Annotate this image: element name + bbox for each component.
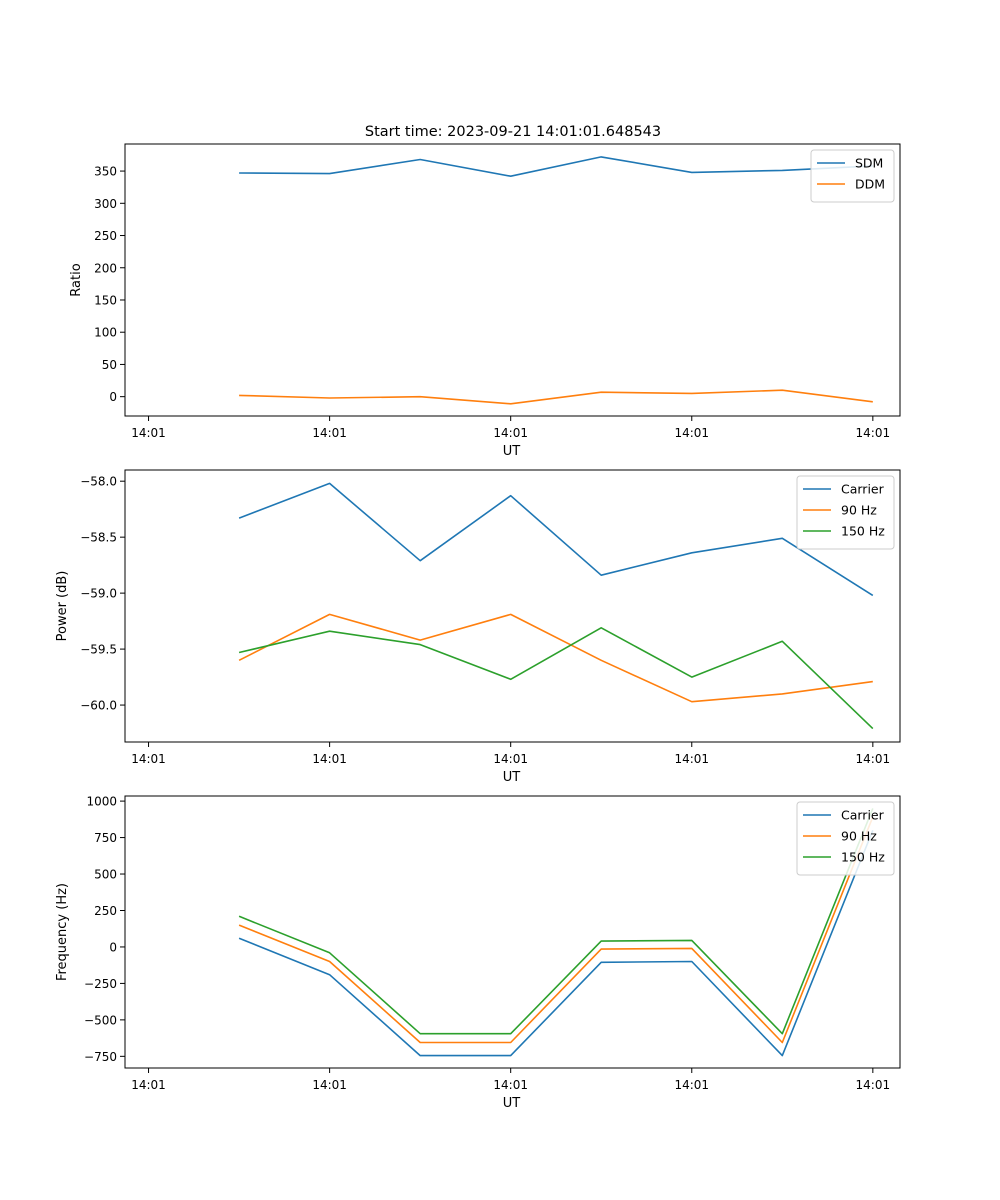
y-tick-label: 250 (94, 904, 117, 918)
series-line-carrier (238, 830, 874, 1057)
y-tick-label: 1000 (86, 795, 117, 809)
y-axis-label: Ratio (69, 263, 84, 296)
x-tick-label: 14:01 (131, 1078, 166, 1092)
y-tick-label: −750 (84, 1050, 117, 1064)
x-tick-label: 14:01 (493, 1078, 528, 1092)
chart-panels: 14:0114:0114:0114:0114:0114:0114:0205010… (55, 143, 901, 1111)
figure-title: Start time: 2023-09-21 14:01:01.648543 (365, 124, 661, 140)
x-tick-label: 14:01 (856, 426, 891, 440)
x-axis-label: UT (503, 444, 521, 459)
y-axis-label: Frequency (Hz) (55, 883, 70, 981)
y-axis-label: Power (dB) (55, 571, 70, 642)
x-tick-label: 14:01 (674, 752, 709, 766)
legend-label: 90 Hz (841, 503, 877, 518)
series-line-90-hz (238, 816, 874, 1044)
series-line-sdm (239, 156, 873, 177)
x-tick-label: 14:01 (674, 426, 709, 440)
series-line-150-hz (238, 808, 874, 1035)
legend-label: Carrier (841, 482, 885, 497)
plot-frame (124, 469, 901, 743)
legend-label: Carrier (841, 808, 885, 823)
series-line-ddm (239, 389, 873, 405)
y-tick-label: −500 (84, 1013, 117, 1027)
legend-label: 90 Hz (841, 829, 877, 844)
y-tick-label: 0 (109, 940, 117, 954)
x-tick-label: 14:01 (493, 426, 528, 440)
y-tick-label: 250 (94, 229, 117, 243)
y-tick-label: 350 (94, 165, 117, 179)
chart-panel-3: 14:0114:0114:0114:0114:0114:0114:02−750−… (55, 795, 901, 1111)
legend: Carrier 90 Hz 150 Hz (796, 475, 895, 550)
y-tick-label: −59.5 (80, 643, 117, 657)
x-tick-label: 14:01 (493, 752, 528, 766)
y-tick-label: 100 (94, 326, 117, 340)
series-line-90-hz (238, 613, 873, 703)
y-tick-label: 500 (94, 868, 117, 882)
x-tick-label: 14:01 (856, 752, 891, 766)
y-tick-label: −58.5 (80, 531, 117, 545)
x-tick-label: 14:01 (856, 1078, 891, 1092)
y-tick-label: 300 (94, 197, 117, 211)
y-tick-label: −59.0 (80, 587, 117, 601)
plot-frame (124, 143, 901, 417)
y-tick-label: −58.0 (80, 475, 117, 489)
x-tick-label: 14:01 (312, 752, 347, 766)
y-tick-label: 150 (94, 293, 117, 307)
x-tick-label: 14:01 (312, 426, 347, 440)
y-tick-label: 750 (94, 831, 117, 845)
legend-label: DDM (855, 177, 885, 192)
x-tick-label: 14:01 (674, 1078, 709, 1092)
legend-label: 150 Hz (841, 524, 885, 539)
chart-panel-1: 14:0114:0114:0114:0114:0114:0114:0205010… (69, 143, 901, 459)
legend: SDM DDM (810, 149, 895, 203)
plot-frame (124, 795, 901, 1069)
series-line-150-hz (238, 626, 874, 730)
series-line-carrier (238, 482, 874, 597)
y-tick-label: 200 (94, 261, 117, 275)
y-tick-label: 0 (109, 390, 117, 404)
legend: Carrier 90 Hz 150 Hz (796, 801, 895, 876)
y-tick-label: −60.0 (80, 699, 117, 713)
chart-panel-2: 14:0114:0114:0114:0114:0114:0114:02−60.0… (55, 469, 901, 785)
y-tick-label: 50 (102, 358, 117, 372)
x-tick-label: 14:01 (312, 1078, 347, 1092)
legend-label: SDM (855, 156, 883, 171)
y-tick-label: −250 (84, 977, 117, 991)
x-tick-label: 14:01 (131, 426, 166, 440)
legend-label: 150 Hz (841, 850, 885, 865)
x-axis-label: UT (503, 770, 521, 785)
x-axis-label: UT (503, 1096, 521, 1111)
x-tick-label: 14:01 (131, 752, 166, 766)
